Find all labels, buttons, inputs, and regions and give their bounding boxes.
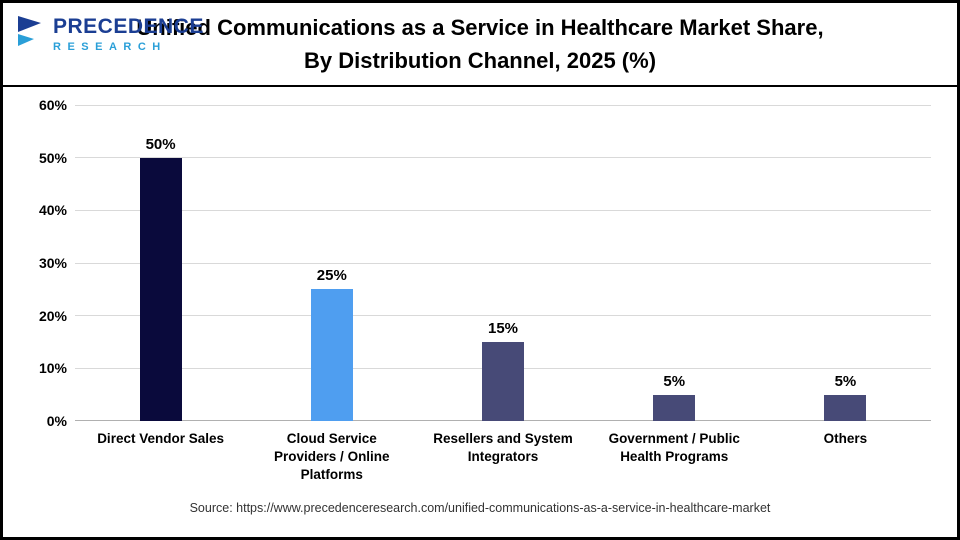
- bar-1: [139, 157, 182, 421]
- logo-text: PRECEDENCE RESEARCH: [53, 15, 204, 53]
- bar-value-label: 25%: [316, 267, 347, 285]
- bar-value-label: 50%: [145, 135, 176, 153]
- header: PRECEDENCE RESEARCH Unified Communicatio…: [3, 3, 957, 87]
- x-axis-label: Resellers and System Integrators: [433, 431, 573, 465]
- bar-value-label: 5%: [834, 372, 857, 390]
- plot-area: 50% 25% 15% 5% 5%: [75, 105, 931, 421]
- x-axis-label: Direct Vendor Sales: [97, 431, 224, 446]
- gridline: [75, 315, 931, 317]
- bar-column: 5%: [760, 105, 931, 421]
- chart-title: Unified Communications as a Service in H…: [136, 15, 824, 73]
- logo-name: PRECEDENCE: [53, 15, 204, 38]
- bar-column: 15%: [417, 105, 588, 421]
- y-tick-label: 60%: [38, 97, 67, 113]
- bar-value-label: 15%: [487, 320, 519, 337]
- bar-column: 50%: [75, 105, 246, 421]
- y-tick-label: 30%: [38, 255, 67, 271]
- brand-logo: PRECEDENCE RESEARCH: [17, 15, 204, 53]
- bars-row: 50% 25% 15% 5% 5%: [75, 105, 931, 421]
- gridline: [75, 157, 931, 159]
- y-tick-label: 10%: [38, 360, 67, 377]
- logo-mark-icon: [18, 16, 41, 46]
- y-tick-label: 50%: [38, 149, 67, 166]
- bar-2: [310, 289, 353, 421]
- bar-value-label: 5%: [663, 372, 686, 390]
- bar-column: 5%: [589, 105, 760, 421]
- x-axis-label: Others: [823, 431, 868, 446]
- y-tick-label: 0%: [46, 413, 67, 429]
- gridline: [75, 262, 931, 264]
- bar-column: 25%: [246, 105, 417, 421]
- source-text: Source: https://www.precedenceresearch.c…: [189, 500, 771, 515]
- gridline: [75, 209, 931, 211]
- bar-3: [482, 342, 524, 421]
- chart-area: 0% 10% 20% 30% 40% 50% 60% 50% 25% 15% 5% 5%: [3, 87, 957, 429]
- y-tick-label: 20%: [38, 307, 67, 324]
- x-axis-label: Cloud Service Providers / Online Platfor…: [274, 431, 390, 483]
- x-axis-label: Government / Public Health Programs: [608, 431, 740, 465]
- bar-5: [824, 394, 867, 421]
- gridline: [75, 105, 931, 106]
- y-axis: 0% 10% 20% 30% 40% 50% 60%: [17, 97, 75, 429]
- bar-4: [653, 394, 696, 421]
- y-tick-label: 40%: [38, 202, 67, 219]
- x-axis-labels: Direct Vendor Sales Cloud Service Provide…: [75, 421, 931, 485]
- logo-subname: RESEARCH: [53, 41, 167, 53]
